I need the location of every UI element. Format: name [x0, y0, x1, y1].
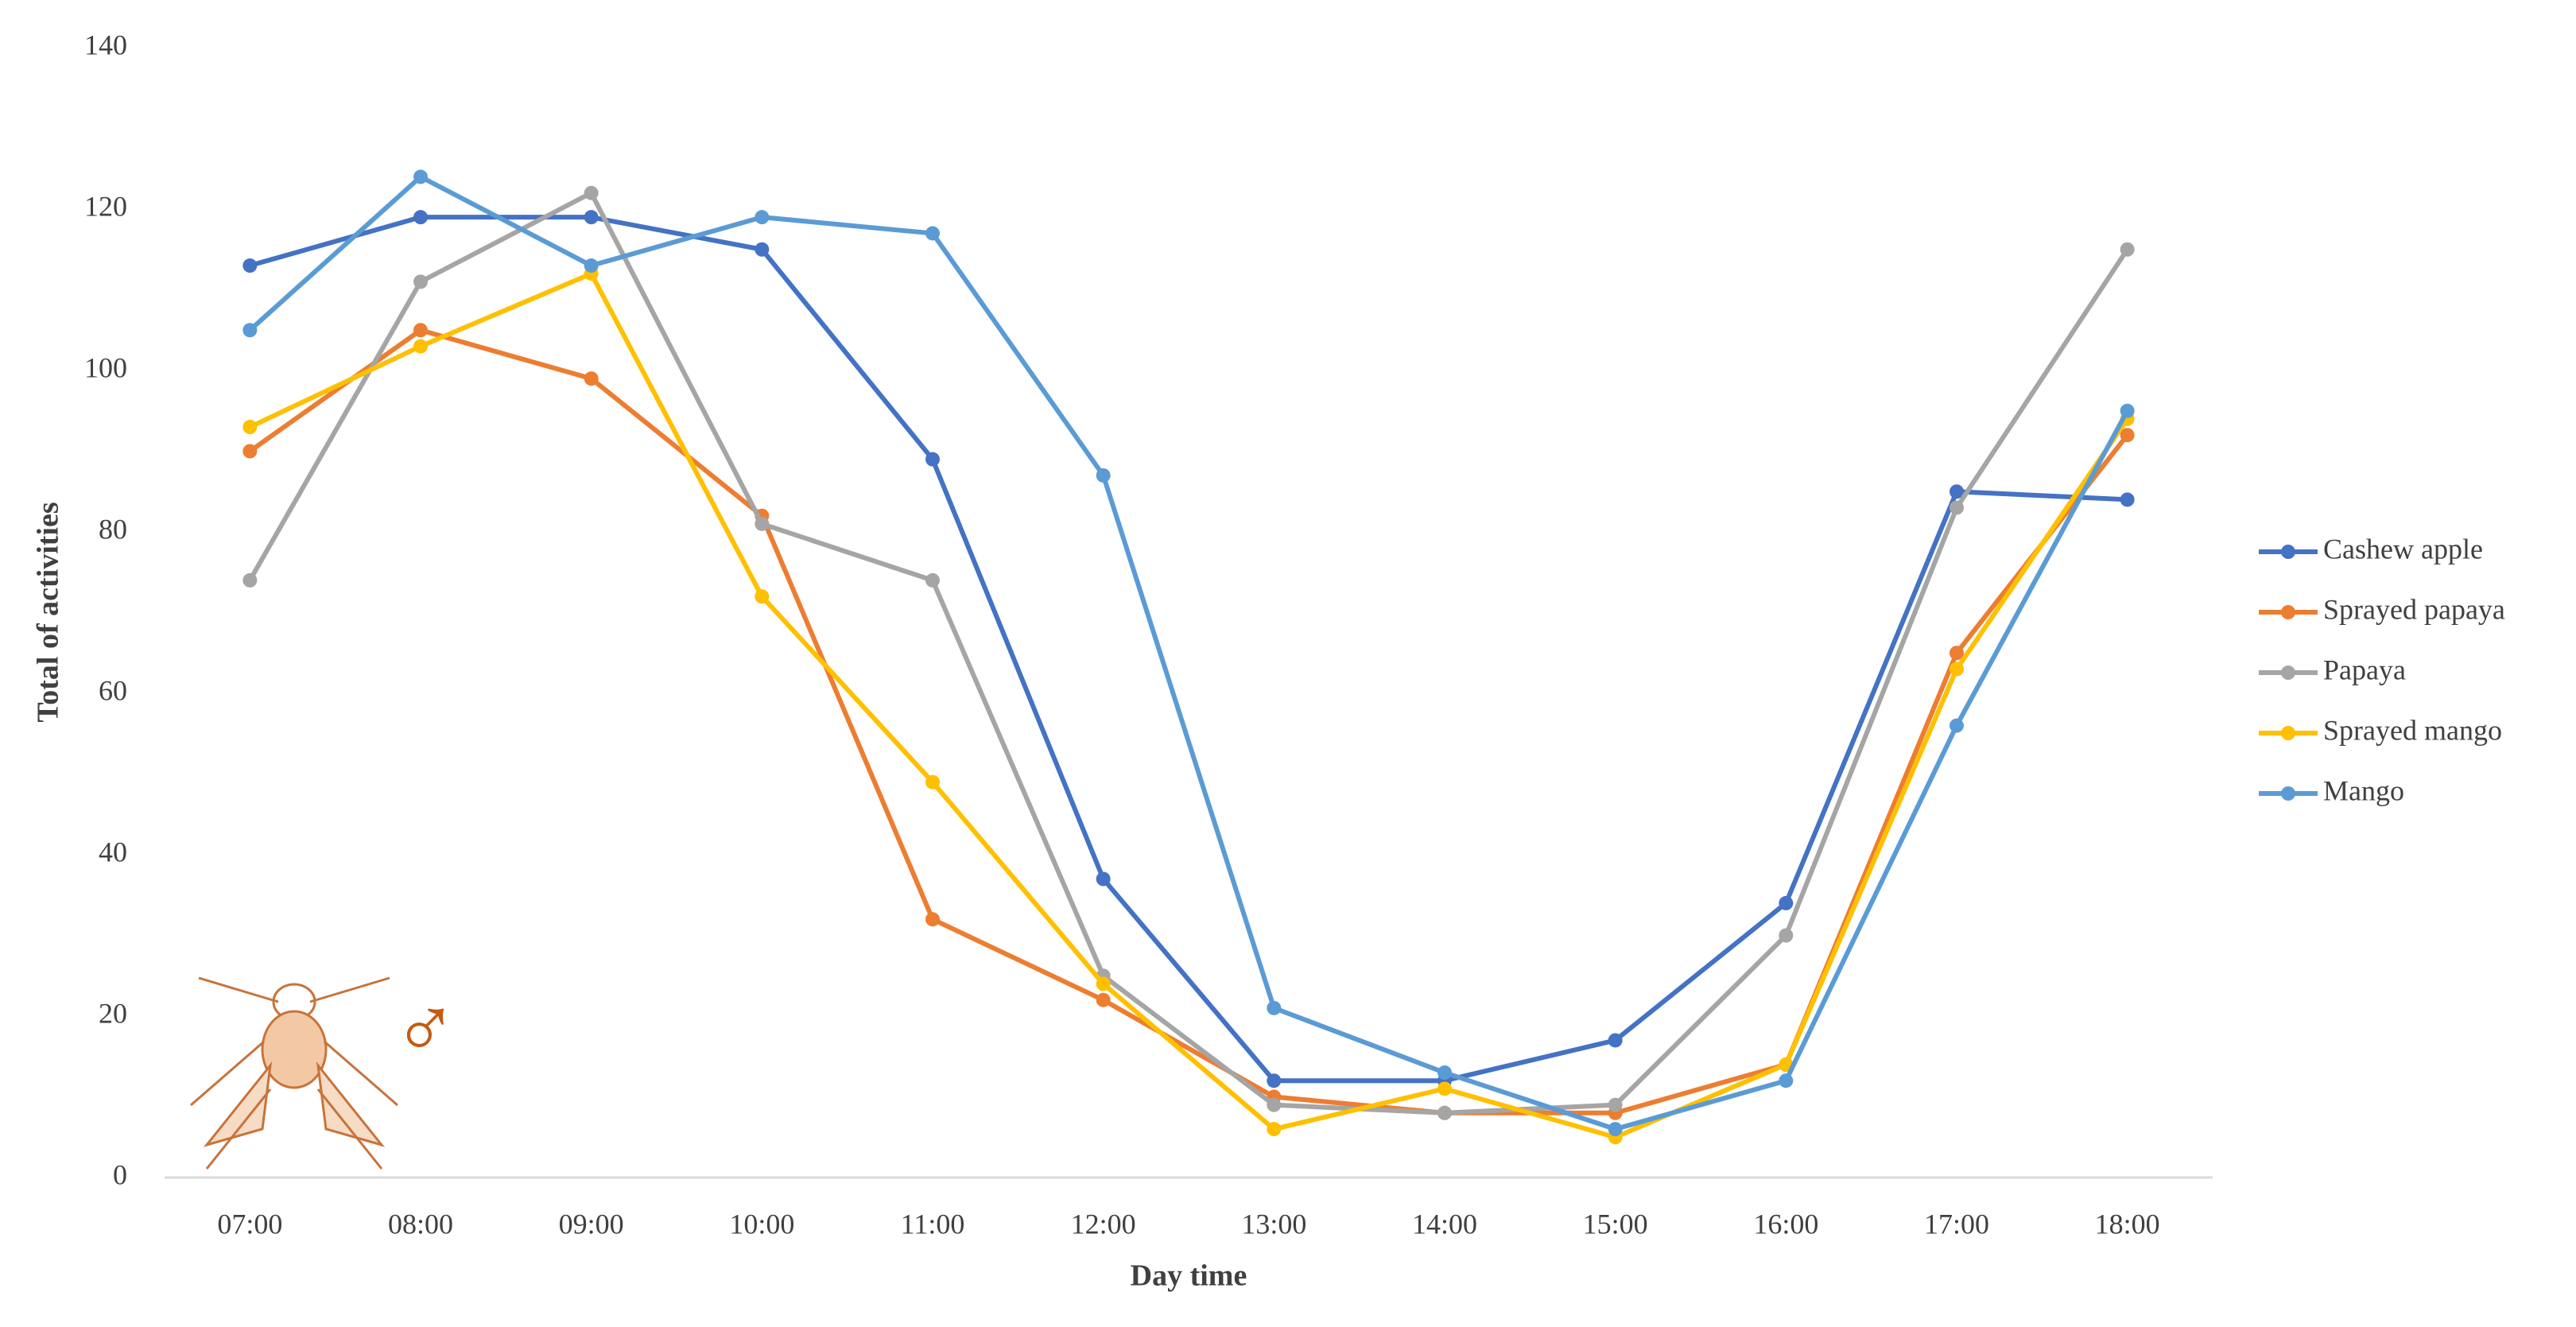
data-point — [1949, 500, 1964, 515]
data-point — [242, 258, 258, 274]
legend-marker — [2281, 545, 2295, 559]
data-point — [1949, 484, 1964, 499]
data-point — [1779, 1073, 1794, 1088]
x-tick-label: 15:00 — [1583, 1208, 1648, 1240]
data-point — [413, 274, 428, 289]
x-tick-label: 16:00 — [1753, 1208, 1818, 1240]
data-point — [1949, 646, 1964, 661]
y-tick-label: 120 — [84, 190, 127, 222]
legend-label: Papaya — [2323, 654, 2406, 685]
data-point — [1949, 718, 1964, 733]
data-point — [925, 226, 940, 241]
x-tick-label: 12:00 — [1071, 1208, 1136, 1240]
data-point — [242, 444, 258, 459]
data-point — [1608, 1097, 1623, 1112]
series-line — [248, 174, 2130, 1132]
data-point — [584, 371, 599, 386]
x-tick-label: 17:00 — [1924, 1208, 1989, 1240]
x-tick-label: 18:00 — [2095, 1208, 2160, 1240]
y-tick-label: 100 — [84, 351, 127, 383]
data-point — [242, 420, 258, 435]
data-point — [755, 242, 770, 257]
data-point — [755, 589, 770, 604]
legend-marker — [2281, 605, 2295, 619]
series-line — [248, 328, 2130, 1116]
data-point — [413, 210, 428, 225]
y-tick-label: 20 — [99, 997, 127, 1029]
series-line — [247, 190, 2130, 1116]
data-point — [2120, 492, 2135, 507]
data-point — [1267, 1073, 1282, 1088]
data-point — [1437, 1065, 1452, 1081]
data-point — [925, 452, 940, 467]
data-point — [755, 210, 770, 225]
y-tick-label: 60 — [99, 674, 127, 706]
data-point — [242, 572, 258, 588]
x-axis-title: Day time — [1131, 1259, 1247, 1293]
data-point — [925, 572, 940, 588]
x-tick-label: 09:00 — [559, 1208, 624, 1240]
x-tick-label: 08:00 — [388, 1208, 453, 1240]
data-point — [1608, 1033, 1623, 1048]
data-point — [1437, 1105, 1452, 1120]
series-line — [249, 215, 2128, 1084]
data-point — [413, 323, 428, 338]
legend-marker — [2281, 726, 2295, 740]
x-tick-label: 14:00 — [1412, 1208, 1477, 1240]
data-point — [755, 516, 770, 531]
data-point — [1096, 468, 1111, 483]
data-point — [1267, 1000, 1282, 1015]
y-tick-label: 140 — [84, 29, 127, 60]
legend-label: Mango — [2323, 774, 2404, 806]
data-point — [1096, 976, 1111, 991]
y-tick-label: 80 — [99, 513, 127, 545]
data-point — [2120, 242, 2135, 257]
data-point — [242, 323, 258, 338]
data-point — [2120, 428, 2135, 443]
data-point — [1949, 662, 1964, 677]
data-point — [1096, 871, 1111, 887]
data-point — [1267, 1122, 1282, 1137]
data-point — [1608, 1122, 1623, 1137]
x-tick-label: 13:00 — [1241, 1208, 1306, 1240]
legend-marker — [2281, 665, 2295, 680]
fly-icon — [190, 976, 398, 1170]
series-line — [249, 271, 2130, 1140]
data-point — [584, 210, 599, 225]
legend-label: Cashew apple — [2323, 533, 2483, 565]
data-point — [1437, 1081, 1452, 1096]
data-point — [584, 258, 599, 274]
y-axis-title: Total of activities — [32, 502, 65, 722]
data-point — [2120, 403, 2135, 418]
data-point — [925, 774, 940, 790]
data-point — [413, 169, 428, 184]
data-point — [1779, 928, 1794, 943]
data-point — [584, 185, 599, 200]
data-point — [1267, 1097, 1282, 1112]
y-tick-label: 0 — [113, 1158, 127, 1190]
y-tick-label: 40 — [99, 836, 127, 867]
data-point — [1779, 895, 1794, 910]
annotation: ♂ — [393, 980, 459, 1077]
x-tick-label: 10:00 — [729, 1208, 794, 1240]
data-point — [925, 912, 940, 927]
data-point — [413, 339, 428, 354]
legend-label: Sprayed papaya — [2323, 593, 2505, 625]
x-tick-label: 11:00 — [901, 1208, 965, 1240]
legend-marker — [2281, 786, 2295, 801]
x-tick-label: 07:00 — [217, 1208, 282, 1240]
legend-label: Sprayed mango — [2323, 714, 2502, 746]
data-point — [1096, 992, 1111, 1007]
